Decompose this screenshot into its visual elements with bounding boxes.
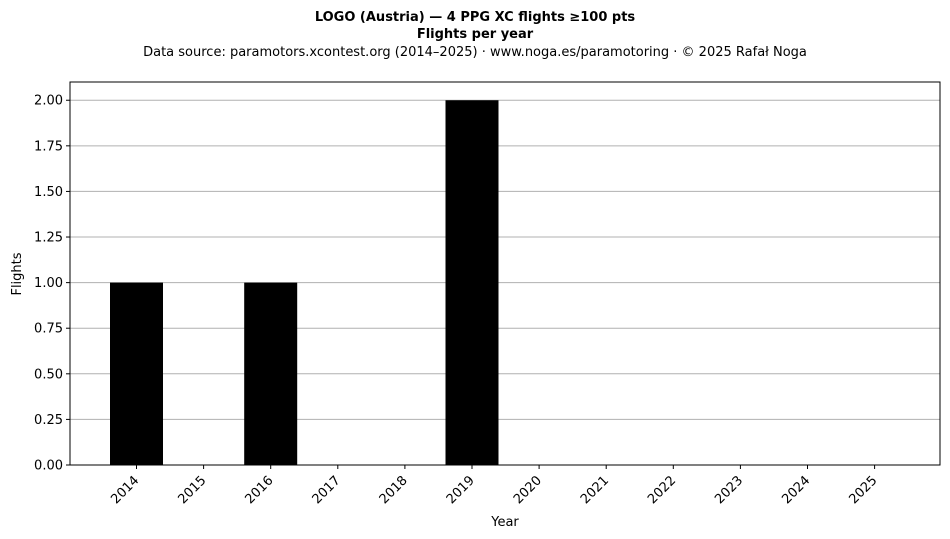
x-tick-label: 2020 xyxy=(511,473,545,507)
plot-frame xyxy=(69,81,941,466)
x-tick-label: 2021 xyxy=(578,473,612,507)
y-tick-label: 1.50 xyxy=(34,185,63,200)
grid-lines xyxy=(70,99,940,466)
x-tick-label: 2016 xyxy=(243,473,277,507)
chart-subtitle: Data source: paramotors.xcontest.org (20… xyxy=(143,45,807,60)
y-tick-label: 1.25 xyxy=(34,231,63,246)
chart-title-2: Flights per year xyxy=(417,27,534,42)
x-axis-ticks: 2014 2015 2016 2017 2018 2019 2020 2021 2022 2023… xyxy=(108,465,880,507)
bars xyxy=(110,100,499,465)
chart-title: LOGO (Austria) — 4 PPG XC flights ≥100 p… xyxy=(315,10,636,25)
y-tick-label: 0.25 xyxy=(34,413,63,428)
y-tick-label: 1.00 xyxy=(34,276,63,291)
x-tick-label: 2015 xyxy=(175,473,209,507)
y-tick-label: 2.00 xyxy=(34,94,63,109)
x-tick-label: 2019 xyxy=(444,473,478,507)
y-axis-ticks: 0.00 0.25 0.50 0.75 1.00 1.25 1.50 1.75 2.00 xyxy=(34,94,70,474)
bar-2014 xyxy=(110,282,163,465)
x-tick-label: 2022 xyxy=(645,473,679,507)
x-tick-label: 2025 xyxy=(846,473,880,507)
y-axis-label: Flights xyxy=(10,252,25,295)
y-tick-label: 0.50 xyxy=(34,367,63,382)
x-tick-label: 2014 xyxy=(108,473,142,507)
y-tick-label: 0.00 xyxy=(34,459,63,474)
x-tick-label: 2018 xyxy=(377,473,411,507)
x-axis-label: Year xyxy=(490,515,519,530)
y-tick-label: 0.75 xyxy=(34,322,63,337)
x-tick-label: 2017 xyxy=(310,473,344,507)
x-tick-label: 2024 xyxy=(779,473,813,507)
x-tick-label: 2023 xyxy=(712,473,746,507)
bar-2016 xyxy=(244,282,298,465)
y-tick-label: 1.75 xyxy=(34,139,63,154)
bar-2019 xyxy=(445,100,499,465)
